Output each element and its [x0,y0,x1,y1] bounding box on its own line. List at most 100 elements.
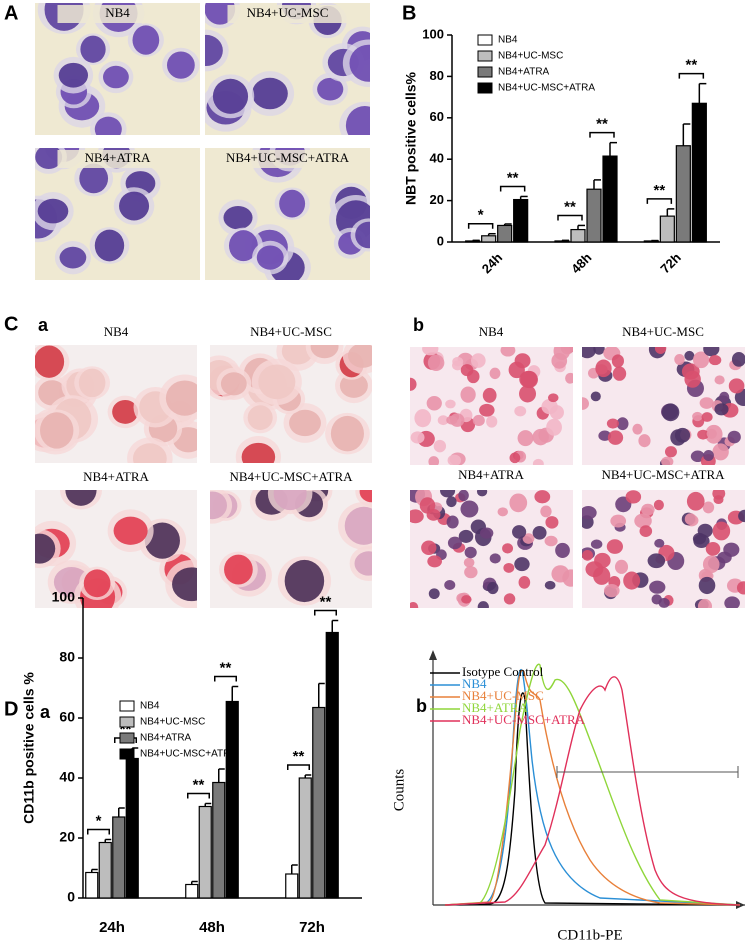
cell [546,418,562,436]
cell [582,397,589,410]
cell [132,443,167,463]
cell [698,576,716,595]
cell [653,499,664,511]
cell [460,500,479,518]
x-tick-label: 72h [299,919,325,936]
x-axis-label: CD11b-PE [557,927,622,943]
cell [719,391,730,403]
legend-label: NB4+UC-MSC [462,688,544,703]
significance-label: ** [653,182,665,199]
cell [514,353,531,369]
cell [544,580,556,590]
cell [228,230,258,262]
cell [532,428,549,446]
cell [247,405,273,430]
legend-swatch [477,82,493,94]
cell [464,566,478,579]
cell [614,559,629,574]
cell [279,189,306,218]
cell [210,491,227,520]
cell [421,540,437,556]
histogram-curve [444,663,741,906]
cell [487,581,499,595]
cell [610,514,627,528]
cell [414,409,432,428]
legend-swatch [119,700,135,712]
x-tick-label: 24h [479,250,505,276]
bar [570,228,586,243]
y-tick-label: 60 [59,709,75,725]
cell [40,412,74,449]
x-tick-label: 24h [99,919,125,936]
y-tick-label: 100 [52,589,76,605]
cell [736,581,745,595]
legend-label: NB4+UC-MSC+ATRA [498,83,595,94]
cell [444,580,456,591]
cell [724,596,740,608]
cell [452,360,464,371]
bar [675,145,691,243]
cell [727,430,741,444]
cell [603,584,620,598]
image-label: NB4 [479,324,504,339]
histogram-curve [444,669,741,906]
cell [674,427,691,443]
micrograph [410,490,573,608]
label-bg [227,5,348,23]
significance-bracket [214,675,237,682]
cell [641,503,655,516]
cell [649,580,666,594]
y-tick-label: 40 [430,151,444,166]
cell [464,546,477,559]
cell [532,526,547,540]
significance-bracket [187,792,210,799]
bar [312,706,326,899]
cell [705,542,721,556]
cell [714,375,725,385]
bar [98,841,112,899]
cell [560,347,573,355]
cell [664,446,677,458]
histogram-curve [444,676,741,906]
legend-label: NB4 [462,676,487,691]
image-label: NB4+ATRA [458,467,524,482]
significance-bracket [557,214,583,221]
image-label: NB4+UC-MSC+ATRA [601,467,725,482]
cell [427,555,442,568]
bar [465,240,481,243]
cell [284,559,325,603]
legend-swatch [119,748,135,760]
cell [35,148,63,170]
cell [349,44,370,82]
legend-label: NB4 [498,35,518,46]
bar [481,235,497,243]
panel-label: a [38,315,49,335]
cell [703,449,714,462]
cell [241,442,276,463]
cell [317,77,344,101]
cell [410,377,417,391]
cell [702,555,720,574]
cell [512,525,527,539]
panel-label: D [4,698,18,720]
cell [102,65,129,89]
significance-bracket [589,131,615,138]
bar [212,781,226,899]
cell [712,521,731,541]
legend-swatch [477,34,493,46]
micrograph [210,490,372,608]
panel-label: a [40,702,51,722]
significance-bracket [678,72,705,79]
bar [112,816,126,899]
micrograph: NB4+ATRA [35,148,200,280]
flow-histogram: Counts CD11b-PE [391,650,745,943]
legend-label: Isotype Control [462,664,544,679]
cell [714,403,729,416]
cell [517,430,534,447]
cell [281,345,314,365]
cell [623,571,641,590]
cell [422,347,439,356]
cell [172,567,197,602]
x-tick-label: 48h [568,250,594,276]
